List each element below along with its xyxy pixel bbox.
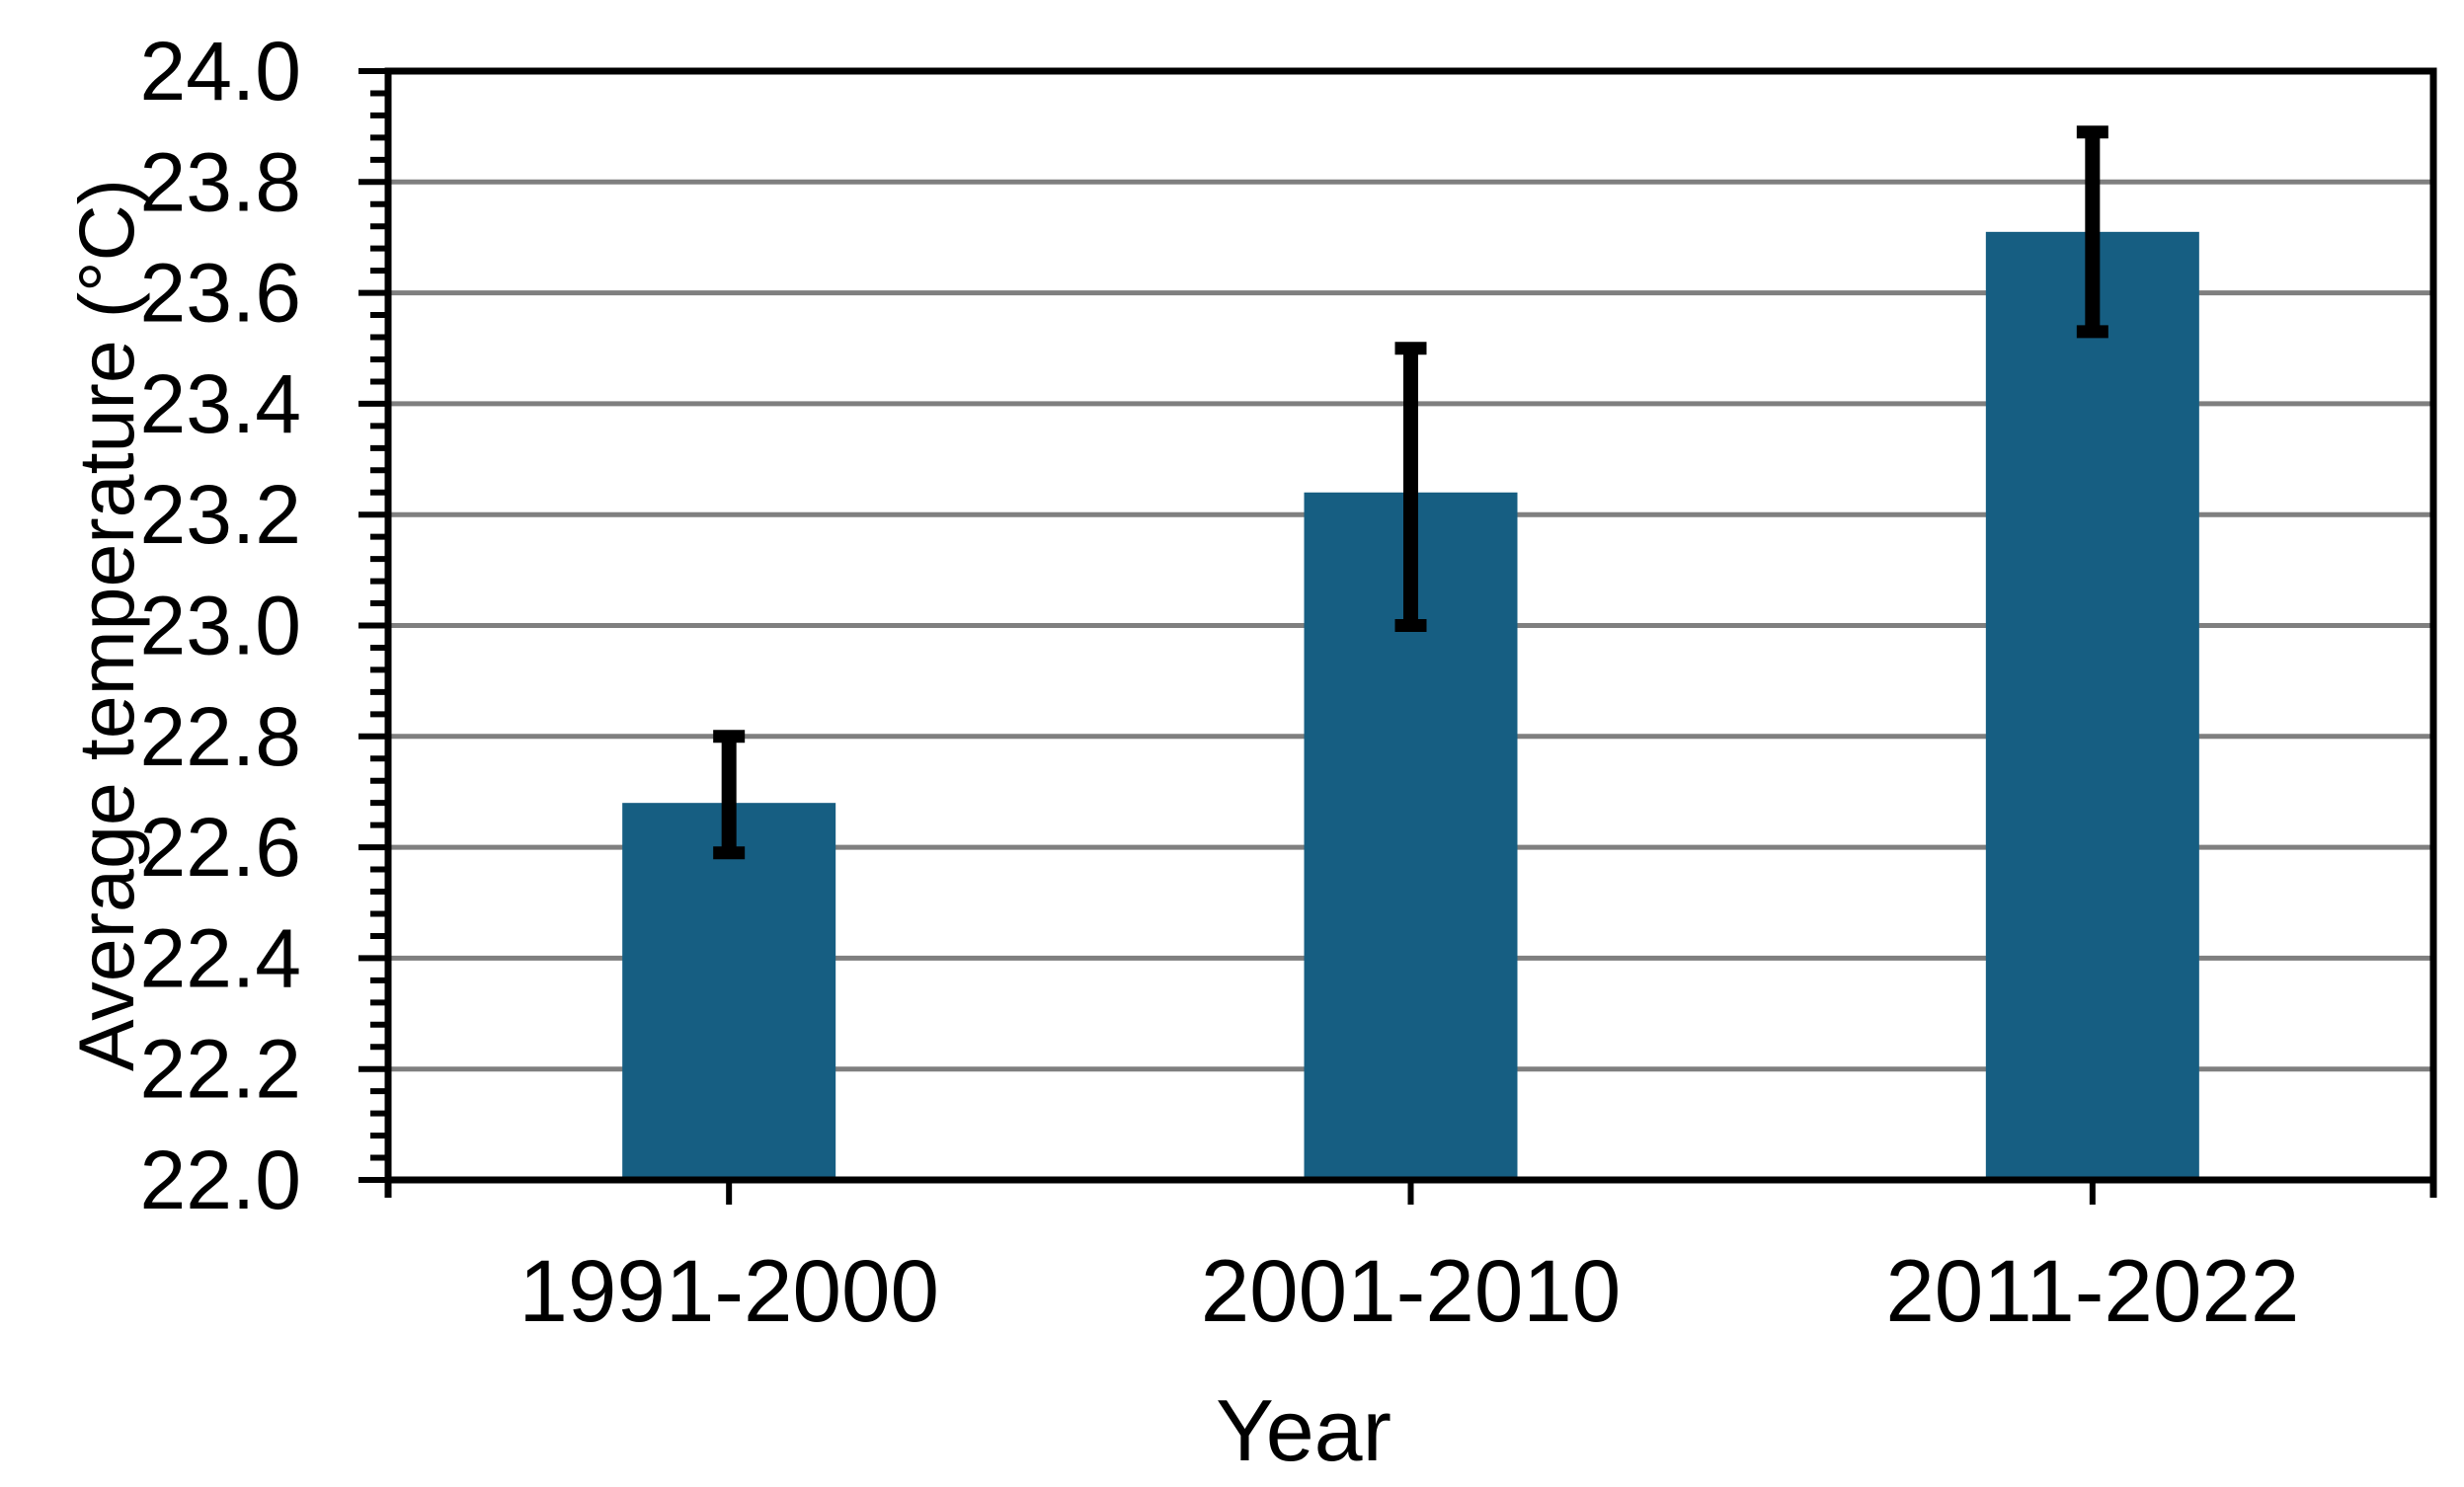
x-axis-title: Year: [1216, 1381, 1391, 1479]
y-tick-label: 22.6: [140, 801, 302, 894]
y-tick-label: 23.6: [140, 247, 302, 340]
y-tick-label: 24.0: [140, 25, 302, 117]
y-tick-label: 23.2: [140, 468, 302, 561]
plot-border: [384, 67, 2437, 1184]
x-category-label: 2001-2010: [1201, 1241, 1622, 1340]
y-tick-label: 22.8: [140, 690, 302, 783]
x-category-label: 2011-2022: [1885, 1241, 2299, 1340]
y-tick-label: 23.4: [140, 357, 302, 450]
error-bars-layer: [713, 125, 2108, 860]
bar: [1985, 231, 2199, 1180]
y-tick-label: 22.4: [140, 911, 302, 1004]
y-tick-label: 22.2: [140, 1023, 302, 1116]
y-tick-label: 23.0: [140, 580, 302, 672]
y-axis-title: Average temperature (°C): [62, 179, 150, 1071]
axes-layer: [358, 67, 2437, 1205]
tick-labels-layer: 22.0 22.2 22.4 22.6 22.8 23.0 23.2 23.4 23.6 23.8…: [140, 25, 2300, 1340]
x-category-label: 1991-2000: [518, 1241, 939, 1340]
y-tick-label: 23.8: [140, 135, 302, 228]
bar: [622, 803, 836, 1180]
y-tick-label: 22.0: [140, 1134, 302, 1226]
